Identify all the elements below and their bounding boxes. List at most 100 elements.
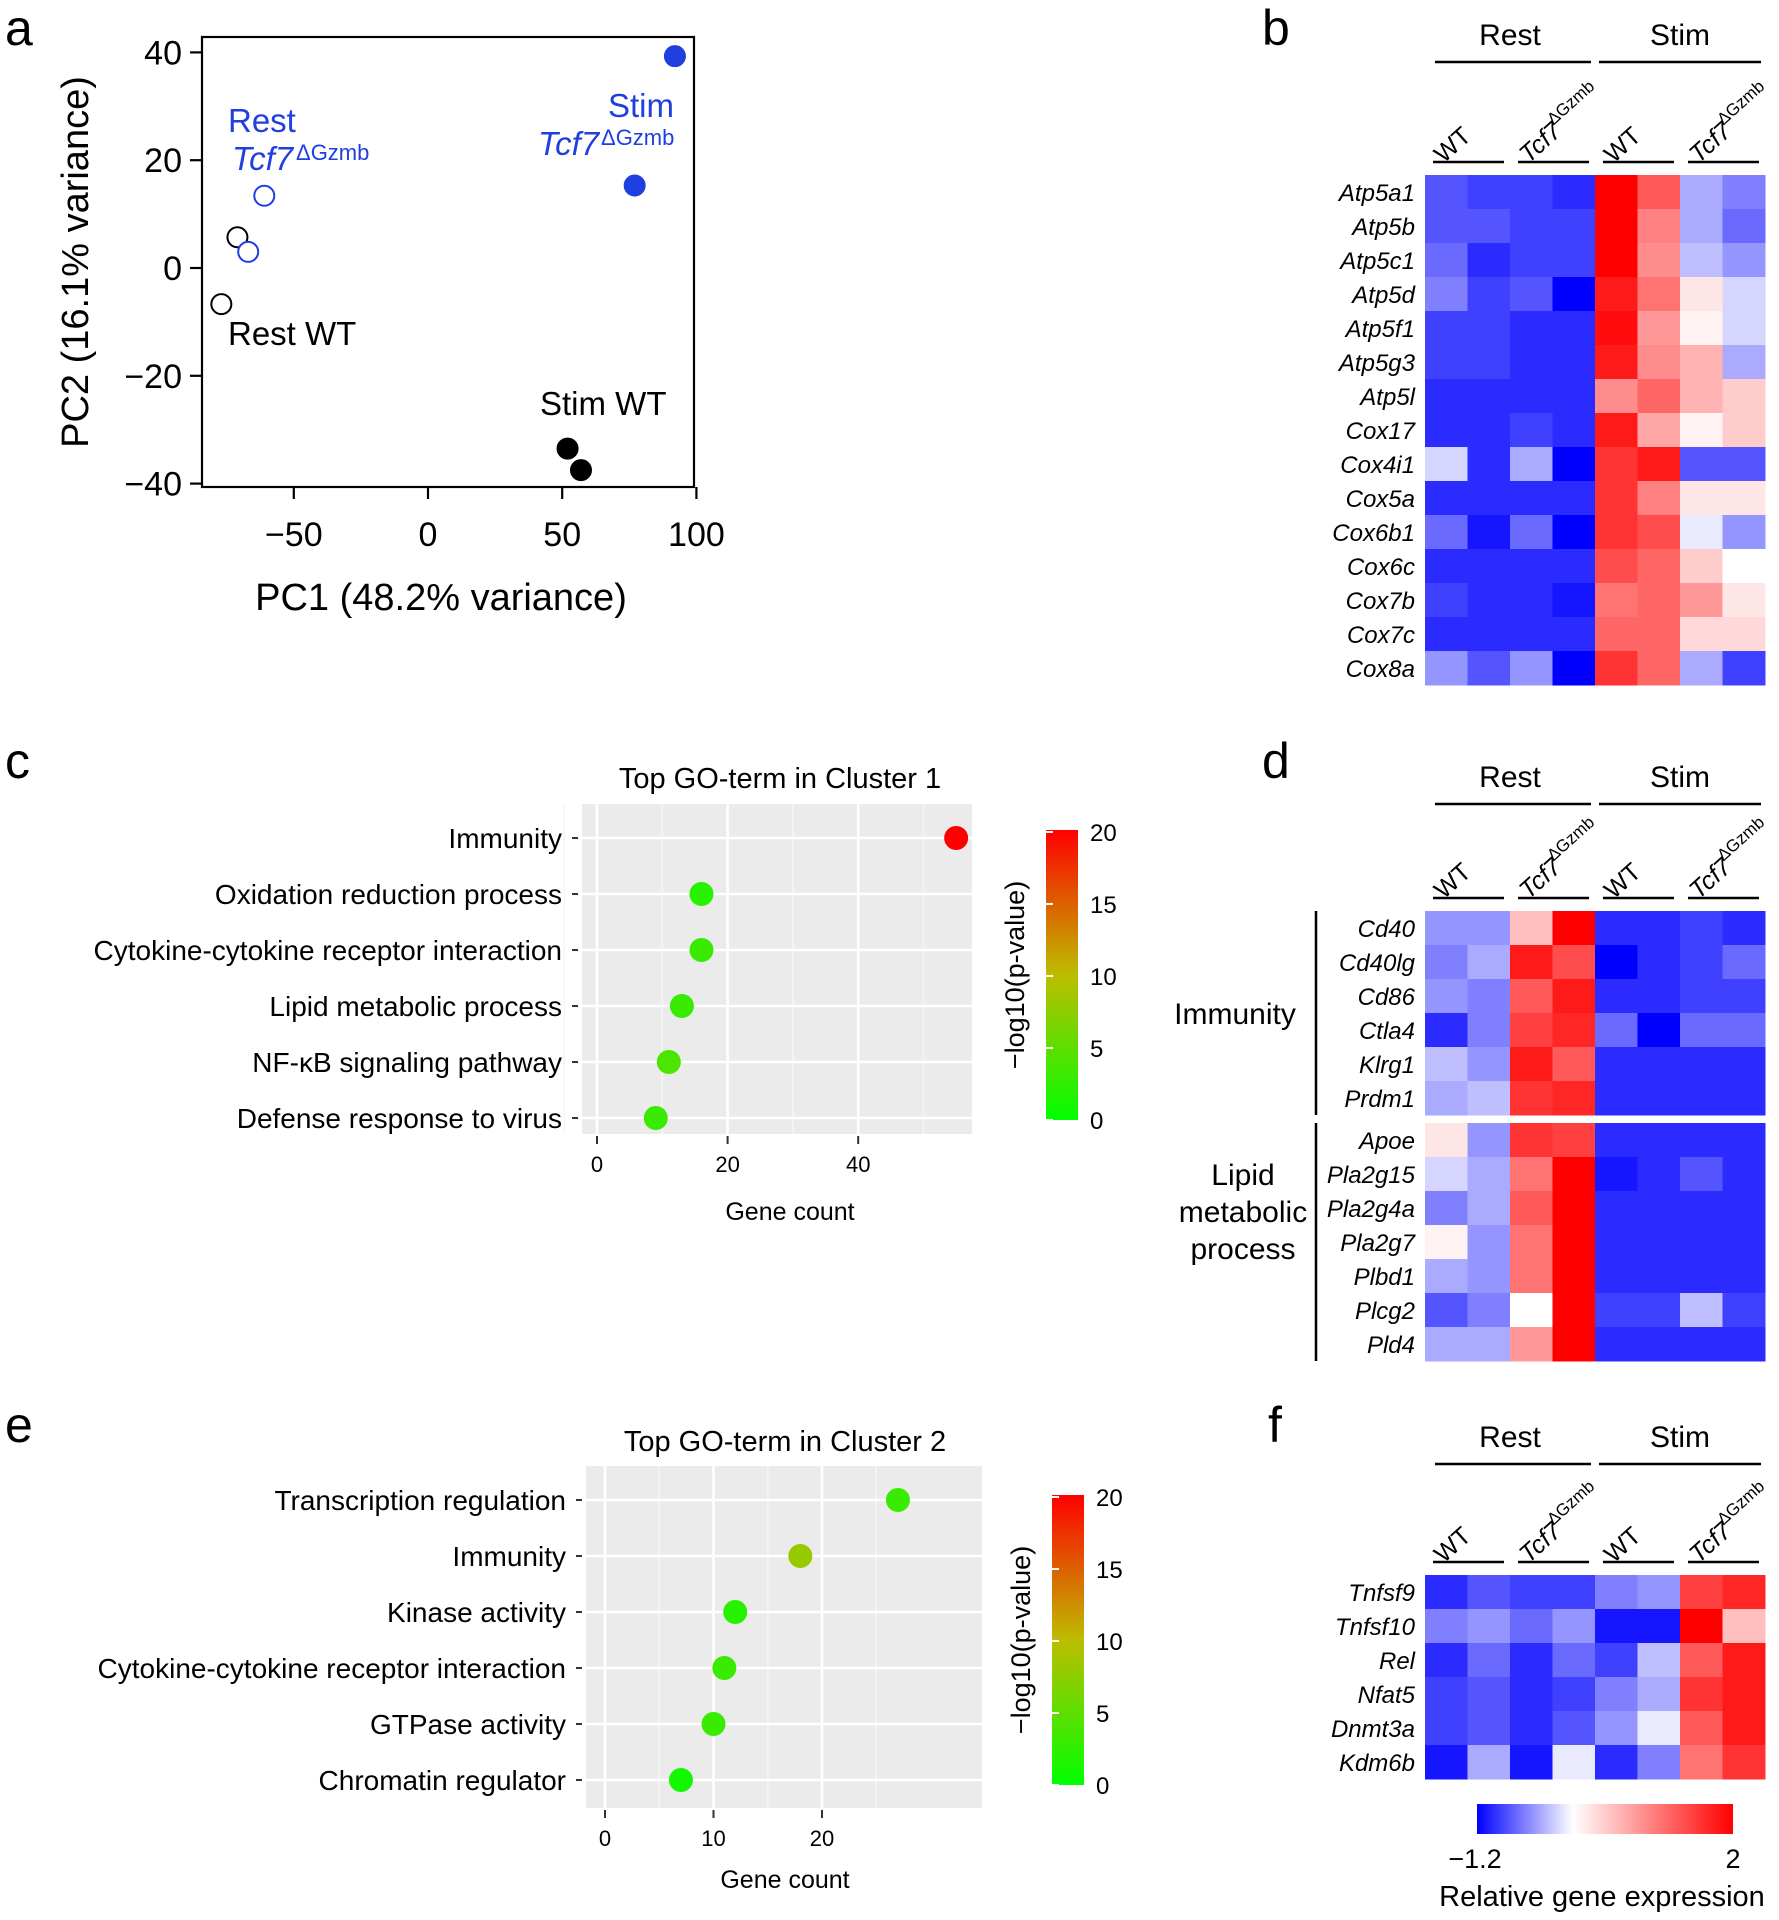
heatmap-cell bbox=[1722, 481, 1766, 516]
heatmap-cell bbox=[1722, 379, 1766, 414]
heatmap-cell bbox=[1595, 1081, 1638, 1116]
heatmap-cell bbox=[1680, 311, 1723, 346]
heatmap-cell bbox=[1425, 413, 1468, 448]
heatmap-cell bbox=[1637, 1123, 1681, 1158]
go-x-tick-label: 10 bbox=[701, 1826, 725, 1851]
heatmap-cell bbox=[1510, 979, 1553, 1014]
heatmap-cell bbox=[1637, 1013, 1681, 1048]
heatmap-cell bbox=[1510, 345, 1553, 380]
heatmap-cell bbox=[1637, 911, 1681, 946]
heatmap-cell bbox=[1680, 277, 1723, 312]
heatmap-cell bbox=[1510, 515, 1553, 550]
heatmap-cell bbox=[1595, 277, 1638, 312]
expression-colorbar bbox=[1477, 1804, 1733, 1834]
heatmap-cell bbox=[1595, 515, 1638, 550]
heatmap-cell bbox=[1552, 1643, 1596, 1678]
heatmap-row-label: Pld4 bbox=[1367, 1332, 1415, 1359]
heatmap-column-label-sup: ΔGzmb bbox=[1713, 77, 1768, 129]
heatmap-cell bbox=[1425, 583, 1468, 618]
heatmap-cell bbox=[1467, 447, 1511, 482]
heatmap-cell bbox=[1637, 651, 1681, 686]
heatmap-cell bbox=[1595, 1575, 1638, 1610]
pca-point bbox=[226, 226, 249, 249]
heatmap-cell bbox=[1595, 311, 1638, 346]
panel-letter-b: b bbox=[1262, 0, 1290, 56]
go-colorbar-tick-label: 20 bbox=[1090, 820, 1117, 847]
heatmap-cell bbox=[1510, 1259, 1553, 1294]
heatmap-cell bbox=[1510, 1191, 1553, 1226]
pca-point bbox=[663, 45, 686, 68]
heatmap-cell bbox=[1425, 1745, 1468, 1780]
go-term-label: Cytokine-cytokine receptor interaction bbox=[98, 1653, 566, 1684]
heatmap-cell bbox=[1510, 209, 1553, 244]
heatmap-cell bbox=[1510, 583, 1553, 618]
pca-panel: −50 0 50 100 40 20 0 −20 −40 PC1 (48.2% variance… bbox=[55, 34, 725, 619]
heatmap-cell bbox=[1637, 617, 1681, 652]
heatmap-cell bbox=[1595, 1259, 1638, 1294]
heatmap-row-label: Cox8a bbox=[1346, 656, 1415, 683]
heatmap-cell bbox=[1722, 311, 1766, 346]
heatmap-group-label: Stim bbox=[1650, 1421, 1710, 1454]
heatmap-cell bbox=[1510, 1327, 1553, 1362]
heatmap-cell bbox=[1595, 413, 1638, 448]
heatmap-cell bbox=[1467, 515, 1511, 550]
heatmap-cell bbox=[1510, 311, 1553, 346]
go-term-point bbox=[656, 1050, 681, 1074]
heatmap-cell bbox=[1595, 175, 1638, 210]
heatmap-cell bbox=[1467, 1081, 1511, 1116]
panel-letter-d: d bbox=[1262, 733, 1290, 789]
heatmap-cell bbox=[1637, 1259, 1681, 1294]
expression-colorbar-max: 2 bbox=[1725, 1844, 1740, 1874]
heatmap-cell bbox=[1680, 979, 1723, 1014]
go2-colorbar-label: −log10(p-value) bbox=[1006, 1546, 1036, 1734]
heatmap-cell bbox=[1552, 1259, 1596, 1294]
heatmap-cell bbox=[1425, 1575, 1468, 1610]
heatmap-cell bbox=[1680, 345, 1723, 380]
heatmap-cell bbox=[1680, 447, 1723, 482]
heatmap-cell bbox=[1552, 1327, 1596, 1362]
heatmap-cell bbox=[1510, 617, 1553, 652]
heatmap-cell bbox=[1595, 1293, 1638, 1328]
go-term-point bbox=[668, 1768, 693, 1792]
heatmap-cell bbox=[1595, 549, 1638, 584]
heatmap-cell bbox=[1552, 447, 1596, 482]
heatmap-cell bbox=[1467, 175, 1511, 210]
heatmap-cell bbox=[1722, 651, 1766, 686]
heatmap-cell bbox=[1680, 209, 1723, 244]
heatmap-cell bbox=[1467, 549, 1511, 584]
heatmap-cell bbox=[1595, 1745, 1638, 1780]
heatmap-cell bbox=[1467, 345, 1511, 380]
heatmap-cell bbox=[1637, 1191, 1681, 1226]
heatmap-cell bbox=[1467, 1047, 1511, 1082]
heatmap-cell bbox=[1425, 1259, 1468, 1294]
heatmap-cell bbox=[1425, 1081, 1468, 1116]
heatmap-row-label: Atp5a1 bbox=[1337, 180, 1415, 207]
heatmap-cell bbox=[1510, 175, 1553, 210]
heatmap-row-label: Dnmt3a bbox=[1331, 1716, 1415, 1743]
heatmap-cell bbox=[1467, 481, 1511, 516]
heatmap-cell bbox=[1552, 1711, 1596, 1746]
heatmap-cell bbox=[1637, 447, 1681, 482]
heatmap-cell bbox=[1637, 979, 1681, 1014]
heatmap-row-label: Nfat5 bbox=[1358, 1682, 1416, 1709]
heatmap-row-label: Cox5a bbox=[1346, 486, 1415, 513]
heatmap-group-label: Rest bbox=[1479, 761, 1541, 794]
heatmap-column-label-sup: ΔGzmb bbox=[1713, 813, 1768, 865]
heatmap-cell bbox=[1722, 515, 1766, 550]
heatmap-row-label: Atp5g3 bbox=[1337, 350, 1416, 377]
heatmap-cell bbox=[1637, 1225, 1681, 1260]
heatmap-cell bbox=[1425, 379, 1468, 414]
heatmap-cell bbox=[1510, 1745, 1553, 1780]
go-x-tick-label: 20 bbox=[715, 1152, 739, 1177]
heatmap-cell bbox=[1637, 413, 1681, 448]
heatmap-cell bbox=[1467, 413, 1511, 448]
heatmap-row-label: Pla2g15 bbox=[1327, 1162, 1416, 1189]
go-term-point bbox=[944, 826, 969, 850]
heatmap-cell bbox=[1637, 1609, 1681, 1644]
heatmap-category-label: metabolic bbox=[1179, 1196, 1307, 1229]
heatmap-cell bbox=[1552, 1745, 1596, 1780]
heatmap-cell bbox=[1552, 583, 1596, 618]
heatmap-row-label: Klrg1 bbox=[1359, 1052, 1415, 1079]
heatmap-cell bbox=[1595, 911, 1638, 946]
